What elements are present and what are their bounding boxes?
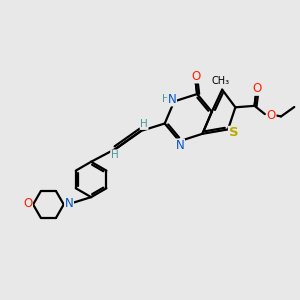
Text: N: N [176, 139, 184, 152]
Text: N: N [65, 197, 74, 210]
Text: O: O [253, 82, 262, 95]
Text: H: H [111, 150, 119, 160]
Text: O: O [191, 70, 200, 83]
Text: H: H [162, 94, 170, 104]
Text: N: N [168, 93, 176, 106]
Text: H: H [140, 119, 148, 129]
Text: O: O [23, 197, 32, 210]
Text: CH₃: CH₃ [212, 76, 230, 86]
Text: S: S [229, 126, 238, 140]
Text: O: O [267, 109, 276, 122]
